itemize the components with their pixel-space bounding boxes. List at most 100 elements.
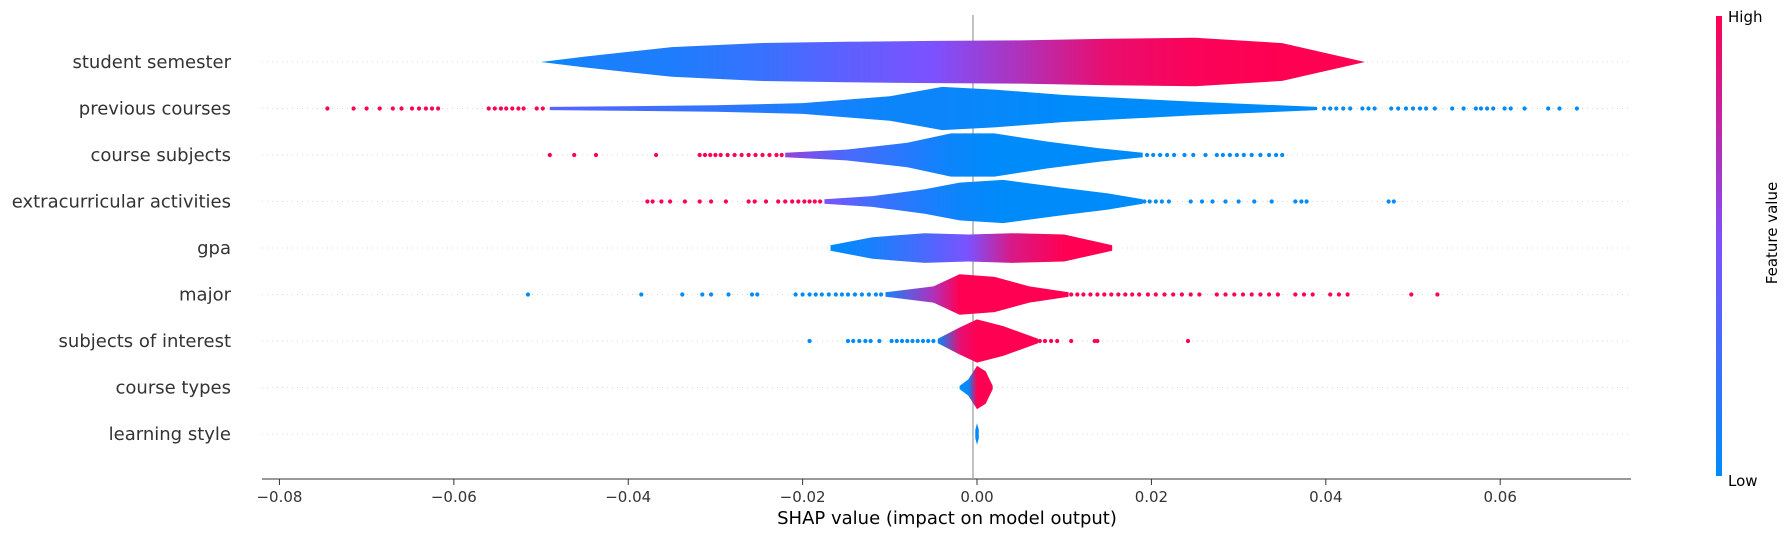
outlier-point [1409,292,1414,297]
outlier-point [1191,152,1196,158]
outlier-point [1037,338,1042,344]
outlier-point [739,152,744,158]
outlier-point [654,152,659,158]
violin-shape [830,233,1113,263]
outlier-point [702,152,708,158]
outlier-point [852,292,858,297]
outlier-point [510,106,515,111]
outlier-point [790,199,795,204]
outlier-point [697,152,702,158]
outlier-point [516,106,521,111]
outlier-point [1203,152,1208,158]
outlier-point [725,152,730,158]
outlier-point [774,152,779,158]
outlier-point [1249,152,1254,158]
violin-shape [549,86,1318,131]
outlier-point [1546,106,1551,111]
outlier-point [1162,292,1167,297]
x-axis-title: SHAP value (impact on model output) [777,508,1117,529]
feature-label: course subjects [90,145,231,166]
outlier-point [857,338,862,344]
outlier-point [723,199,729,204]
outlier-point [899,338,905,344]
violin-shape [541,37,1366,87]
outlier-point [1293,292,1298,297]
outlier-point [377,106,382,111]
outlier-point [1166,199,1171,204]
outlier-point [1366,106,1371,111]
outlier-point [1153,292,1158,297]
outlier-point [416,106,422,111]
outlier-point [1153,199,1158,204]
outlier-point [525,292,531,297]
outlier-point [1042,338,1048,344]
outlier-point [1069,338,1074,344]
outlier-point [1137,292,1142,297]
outlier-point [1258,152,1263,158]
feature-label: gpa [197,238,231,259]
outlier-point [905,338,910,344]
x-tick-label: −0.06 [431,488,477,506]
outlier-point [915,338,920,344]
outlier-point [1069,292,1074,297]
outlier-point [807,199,812,204]
violins [541,37,1366,445]
colorbar-high-label: High [1728,8,1762,26]
outlier-point [708,152,713,158]
outlier-point [498,106,503,111]
outlier-point [429,106,435,111]
outlier-point [593,152,599,158]
outlier-point [521,106,526,111]
outlier-point [845,292,851,297]
feature-label: student semester [72,52,231,73]
outlier-point [812,199,817,204]
outlier-point [889,338,894,344]
outlier-point [682,199,688,204]
outlier-point [1557,106,1562,111]
violin-shape [785,133,1143,177]
outlier-point [845,338,851,344]
outlier-point [1403,106,1409,111]
outlier-point [877,338,882,344]
outlier-point [826,292,831,297]
outlier-point [1075,292,1080,297]
outlier-point [1473,106,1478,111]
outlier-point [1188,199,1193,204]
outlier-point [1334,106,1339,111]
outlier-point [1088,292,1093,297]
outlier-point [572,152,577,158]
outlier-point [920,338,926,344]
outlier-point [752,199,757,204]
outlier-point [763,199,769,204]
outlier-point [793,292,798,297]
outlier-point [1293,199,1298,204]
outlier-point [749,292,755,297]
outlier-point [1145,292,1150,297]
outlier-point [800,292,805,297]
x-tick-label: −0.02 [780,488,826,506]
outlier-point [1145,152,1150,158]
outlier-point [1081,292,1086,297]
outlier-point [1123,292,1128,297]
outlier-point [879,292,884,297]
x-tick-label: −0.04 [605,488,651,506]
x-tick-label: 0.04 [1309,488,1342,506]
outlier-point [547,152,552,158]
outlier-point [1432,106,1437,111]
outlier-point [1214,292,1219,297]
feature-label: course types [116,378,231,399]
outlier-point [1109,292,1114,297]
outlier-point [1348,106,1353,111]
outlier-point [1417,106,1423,111]
outlier-point [1274,152,1279,158]
feature-label: extracurricular activities [12,192,231,213]
outlier-dots [325,106,1579,344]
outlier-point [1147,199,1152,204]
x-axis-ticks: −0.08 −0.06 −0.04 −0.02 0.00 0.02 0.04 0.06 [256,479,1517,506]
outlier-point [1424,106,1429,111]
outlier-point [802,199,807,204]
outlier-point [390,106,395,111]
outlier-point [1223,292,1228,297]
